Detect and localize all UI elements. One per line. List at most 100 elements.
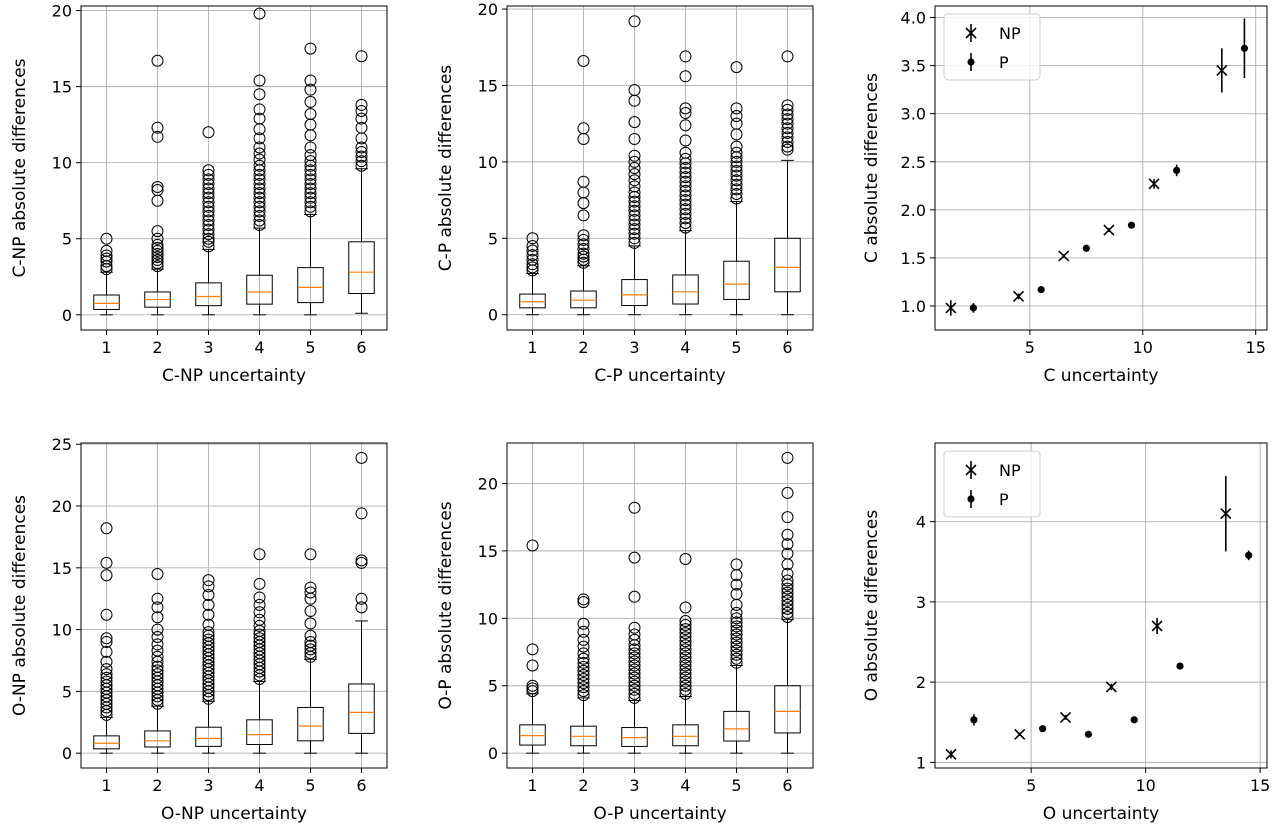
flier-point [679, 639, 692, 652]
flier-point [253, 191, 266, 204]
y-tick-label: 20 [478, 474, 498, 493]
flier-point [202, 200, 215, 213]
flier-point [628, 180, 641, 193]
flier-point [304, 586, 317, 599]
flier-point [628, 232, 641, 245]
flier-point [781, 103, 794, 116]
flier-point [202, 588, 215, 601]
box-5 [297, 548, 324, 754]
flier-point [304, 196, 317, 209]
flier-point [679, 146, 692, 159]
flier-point [679, 212, 692, 225]
flier-point [679, 152, 692, 165]
flier-point [577, 175, 590, 188]
flier-point [628, 84, 641, 97]
flier-point [628, 643, 641, 656]
flier-point [781, 567, 794, 580]
flier-point [253, 219, 266, 232]
flier-point [355, 451, 368, 464]
flier-point [628, 667, 641, 680]
flier-point [679, 106, 692, 119]
x-tick-label: 10 [1133, 338, 1153, 357]
box-body [246, 274, 273, 305]
flier-point [781, 122, 794, 135]
flier-point [100, 244, 113, 257]
flier-point [202, 608, 215, 621]
box-1 [93, 232, 120, 316]
flier-point [730, 110, 743, 123]
series-P [970, 550, 1253, 738]
plot-frame [506, 5, 814, 331]
flier-point [679, 687, 692, 700]
flier-point [628, 590, 641, 603]
flier-point [304, 617, 317, 630]
data-point-x [1012, 290, 1025, 302]
legend-label: P [999, 490, 1009, 509]
flier-point [151, 638, 164, 651]
box-4 [672, 552, 699, 754]
flier-point [151, 130, 164, 143]
flier-point [730, 640, 743, 653]
y-tick-label: 20 [52, 2, 72, 21]
y-tick-label: 4 [916, 513, 926, 532]
flier-point [679, 619, 692, 632]
flier-point [151, 623, 164, 636]
flier-point [679, 184, 692, 197]
flier-point [577, 229, 590, 242]
flier-point [781, 486, 794, 499]
flier-point [781, 99, 794, 112]
flier-point [577, 664, 590, 677]
flier-point [100, 671, 113, 684]
flier-point [151, 664, 164, 677]
flier-point [730, 169, 743, 182]
flier-point [151, 54, 164, 67]
flier-point [304, 141, 317, 154]
box-5 [723, 61, 750, 316]
flier-point [253, 182, 266, 195]
flier-point [304, 177, 317, 190]
y-tick-label: 3.0 [901, 105, 926, 124]
flier-point [304, 605, 317, 618]
flier-point [628, 655, 641, 668]
flier-point [679, 655, 692, 668]
flier-point [730, 656, 743, 669]
plot-frame [934, 442, 1268, 769]
flier-point [730, 632, 743, 645]
y-tick-label: 10 [52, 154, 72, 173]
flier-point [151, 250, 164, 263]
flier-point [628, 679, 641, 692]
flier-point [730, 192, 743, 205]
flier-point [679, 171, 692, 184]
plot-frame [506, 442, 814, 769]
flier-point [577, 593, 590, 606]
flier-point [253, 173, 266, 186]
flier-point [100, 663, 113, 676]
flier-point [730, 648, 743, 661]
flier-point [781, 594, 794, 607]
flier-point [202, 187, 215, 200]
flier-point [526, 685, 539, 698]
flier-point [628, 633, 641, 646]
box-6 [774, 50, 801, 316]
flier-point [577, 209, 590, 222]
flier-point [253, 103, 266, 116]
flier-point [151, 238, 164, 251]
flier-point [628, 671, 641, 684]
grid [507, 6, 813, 330]
flier-point [304, 581, 317, 594]
box-body [570, 290, 597, 309]
flier-point [202, 598, 215, 611]
data-point-dot [1173, 166, 1181, 175]
flier-point [355, 141, 368, 154]
chart-panel-1: 1 2 3 4 5 6 0 5 10 15 20 C-NP uncertainty C-NP absol… [10, 2, 388, 386]
data-point-dot [1240, 44, 1249, 52]
y-tick-label: 2 [916, 673, 926, 692]
box-2 [144, 567, 171, 754]
flier-point [526, 682, 539, 695]
data-point-dot [1084, 730, 1093, 738]
flier-point [253, 205, 266, 218]
flier-point [577, 243, 590, 255]
flier-point [679, 119, 692, 132]
flier-point [781, 136, 794, 149]
flier-point [202, 209, 215, 222]
